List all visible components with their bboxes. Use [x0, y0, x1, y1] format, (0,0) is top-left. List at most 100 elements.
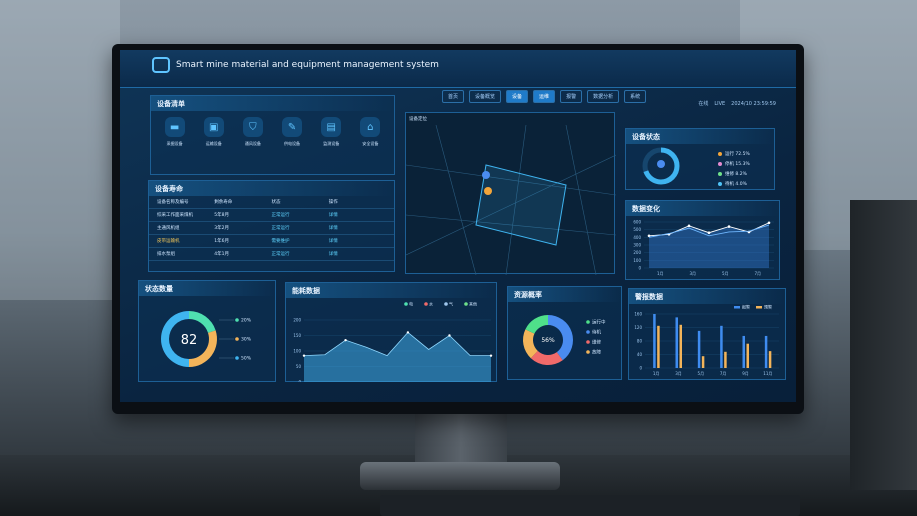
- equipment-list-panel: 设备清单 ▬ 采掘设备 ▣ 运输设备 ⛉ 通风设备 ✎ 供电设备 ▤ 监测设备 ⌂ 安全设备: [150, 95, 395, 175]
- map[interactable]: [405, 124, 617, 276]
- equipment-category-label: 运输设备: [205, 141, 222, 146]
- nav-tab[interactable]: 运维: [533, 90, 556, 103]
- y-tick-label: 200: [293, 318, 301, 323]
- y-tick-label: 0: [638, 266, 641, 271]
- legend-swatch: [718, 172, 722, 176]
- bar: [653, 314, 656, 368]
- table-cell: 3年2月: [214, 226, 229, 231]
- legend-item: 维修 8.2%: [718, 171, 750, 177]
- legend-label: 预警: [764, 304, 772, 310]
- x-tick-label: 5月: [722, 271, 729, 276]
- map-zone: [475, 164, 567, 246]
- equipment-category-button[interactable]: ⛉ 通风设备: [242, 117, 263, 147]
- column-header: 操作: [328, 200, 338, 205]
- equipment-category-label: 通风设备: [244, 141, 261, 146]
- header: Smart mine material and equipment manage…: [120, 50, 796, 88]
- area-line: [303, 331, 491, 357]
- bar: [720, 325, 723, 368]
- panel-title: 设备状态: [626, 129, 774, 144]
- resource-panel: 资源概率 56% 运行中 待机 维修 故障: [507, 286, 622, 380]
- table-cell: 综采工作面采煤机: [157, 213, 193, 218]
- x-tick-label: 7月: [720, 371, 727, 376]
- y-tick-label: 200: [633, 250, 641, 255]
- legend-item: 待机 4.0%: [718, 181, 750, 187]
- bar: [742, 335, 745, 368]
- data-point: [647, 234, 651, 238]
- alarm-panel: 警报数据 0 40 80 120 160 1月 3月 5月 7月 9月 11月 报警 预警: [628, 288, 786, 380]
- map-title: 设备定位: [409, 117, 427, 122]
- trend-panel: 数据变化 0 100 200 300 400 500 600 1月 3月 5月 7月: [625, 200, 780, 280]
- table-cell[interactable]: 详情: [328, 213, 338, 218]
- location-pin-icon: [657, 160, 665, 168]
- legend-label: 水: [429, 301, 433, 307]
- nav-tab[interactable]: 报警: [560, 90, 583, 103]
- equipment-category-label: 供电设备: [284, 141, 301, 146]
- table-header: 设备名称及编号 剩余寿命 状态 操作: [149, 196, 394, 209]
- top-nav: 首页 设备概览 设备 运维 报警 数据分析 系统: [442, 90, 647, 103]
- table-cell: 皮带运输机: [157, 239, 180, 244]
- home-icon: ⌂: [360, 117, 381, 137]
- legend-label: 待机: [592, 329, 601, 336]
- table-row[interactable]: 排水泵组 4年1月 正常运行 详情: [149, 248, 394, 261]
- truck-icon: ▬: [164, 117, 185, 137]
- nav-tab[interactable]: 设备概览: [469, 90, 502, 103]
- data-point: [344, 338, 347, 342]
- table-row[interactable]: 皮带运输机 1年6月 需要维护 详情: [149, 235, 394, 248]
- table-row[interactable]: 综采工作面采煤机 5年8月 正常运行 详情: [149, 209, 394, 222]
- legend-item: 运行 72.5%: [718, 151, 750, 157]
- x-tick-label: 7月: [754, 271, 761, 276]
- equipment-category-button[interactable]: ▬ 采掘设备: [164, 117, 185, 147]
- nav-tab[interactable]: 系统: [624, 90, 647, 103]
- bar: [701, 356, 705, 368]
- status-bar: 在线 LIVE 2024/10 23:59:59: [692, 100, 776, 107]
- bar: [746, 343, 749, 368]
- y-tick-label: 500: [633, 227, 641, 232]
- x-tick-label: 1月: [653, 371, 660, 376]
- nav-tab[interactable]: 首页: [442, 90, 465, 103]
- y-tick-label: 300: [633, 243, 641, 248]
- center-value: 56%: [541, 337, 555, 344]
- legend-swatch: [404, 302, 408, 306]
- background-window: [0, 0, 120, 300]
- map-panel: 设备定位: [405, 112, 617, 276]
- status-item: LIVE: [714, 101, 726, 107]
- x-tick-label: 3月: [675, 371, 682, 376]
- legend-swatch: [756, 306, 762, 309]
- y-tick-label: 40: [637, 352, 643, 357]
- nav-tab[interactable]: 数据分析: [587, 90, 620, 103]
- column-header: 设备名称及编号: [157, 200, 189, 205]
- energy-area-chart: 0501001502001月3月5月7月9月11月电水气其他: [293, 301, 493, 390]
- nav-tab[interactable]: 设备: [506, 90, 529, 103]
- y-tick-label: 0: [639, 366, 642, 371]
- legend-swatch: [718, 152, 722, 156]
- y-tick-label: 120: [634, 325, 642, 330]
- legend-swatch: [235, 318, 239, 322]
- series-line: [648, 224, 770, 238]
- equipment-category-button[interactable]: ⌂ 安全设备: [360, 117, 381, 147]
- equipment-category-button[interactable]: ▣ 运输设备: [203, 117, 224, 147]
- column-header: 状态: [271, 200, 281, 205]
- bar: [675, 317, 678, 368]
- legend-swatch: [235, 356, 239, 360]
- equipment-category-button[interactable]: ▤ 监测设备: [321, 117, 342, 147]
- data-point: [707, 231, 711, 235]
- legend-label: 运行 72.5%: [725, 152, 750, 157]
- bar: [724, 351, 727, 368]
- table-cell[interactable]: 详情: [328, 226, 338, 231]
- data-point: [489, 354, 493, 357]
- state-donut: 82 20% 30% 50%: [161, 311, 252, 367]
- equipment-life-panel: 设备寿命 设备名称及编号 剩余寿命 状态 操作 综采工作面采煤机 5年8月 正常运行 详情 主通…: [148, 180, 395, 272]
- table-cell[interactable]: 详情: [328, 239, 338, 244]
- y-tick-label: 0: [298, 380, 301, 383]
- table-cell: 4年1月: [214, 252, 229, 257]
- equipment-category-button[interactable]: ✎ 供电设备: [282, 117, 303, 147]
- legend-swatch: [586, 320, 590, 324]
- table-cell[interactable]: 详情: [328, 252, 338, 257]
- legend-label: 气: [449, 301, 453, 307]
- donut-slice: [189, 311, 216, 333]
- cart-icon: ▣: [203, 117, 224, 137]
- map-pin-icon[interactable]: [484, 187, 492, 195]
- map-pin-icon[interactable]: [482, 171, 490, 179]
- legend-swatch: [464, 302, 468, 306]
- table-row[interactable]: 主通风机组 3年2月 正常运行 详情: [149, 222, 394, 235]
